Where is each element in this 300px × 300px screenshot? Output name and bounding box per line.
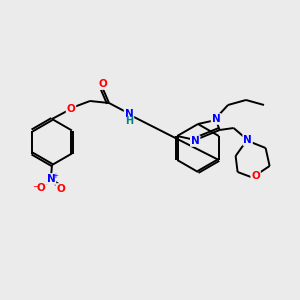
Text: O: O	[37, 183, 45, 193]
Text: O: O	[67, 104, 75, 114]
Text: N: N	[46, 174, 56, 184]
Text: N: N	[191, 136, 200, 146]
Text: +: +	[52, 173, 59, 179]
Text: N: N	[124, 109, 134, 119]
Text: N: N	[243, 135, 252, 145]
Text: O: O	[251, 171, 260, 181]
Text: H: H	[125, 116, 133, 126]
Text: −: −	[32, 182, 39, 191]
Text: O: O	[99, 79, 107, 89]
Text: N: N	[212, 114, 220, 124]
Text: O: O	[57, 184, 65, 194]
